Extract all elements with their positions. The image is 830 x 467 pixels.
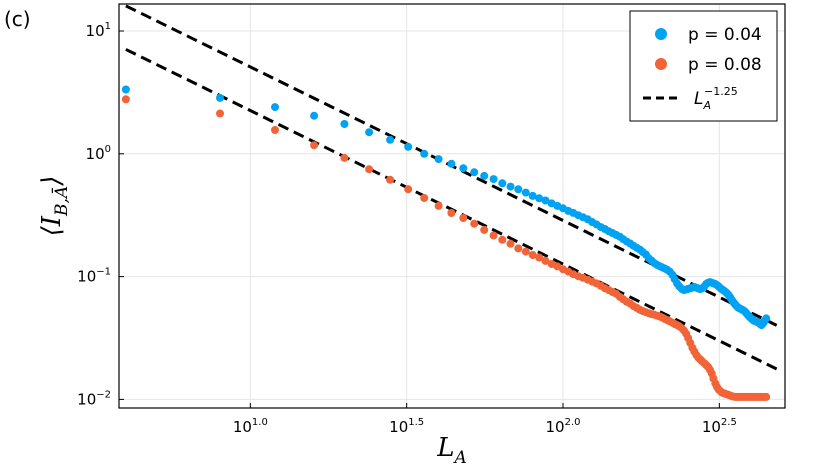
data-point: [365, 128, 374, 137]
y-axis-label: ⟨IB,Ā⟩: [37, 176, 72, 237]
data-point: [514, 244, 523, 253]
x-tick-base: 10: [546, 418, 565, 436]
data-point: [498, 235, 507, 244]
data-point: [528, 191, 537, 200]
x-tick-exponent: 1.0: [252, 417, 268, 428]
data-point: [480, 171, 489, 180]
y-tick-exponent: 0: [105, 144, 111, 155]
legend: p = 0.04 p = 0.08 LA−1.25: [629, 10, 778, 122]
data-point: [762, 392, 771, 401]
x-axis-ticks: 101.0 101.5 102.0 102.5: [233, 403, 737, 436]
x-axis-label: LA: [436, 433, 467, 467]
y-tick-base: 10: [86, 145, 105, 163]
data-point: [521, 247, 530, 256]
data-point: [535, 194, 544, 203]
legend-label: p = 0.04: [688, 25, 762, 45]
data-point: [521, 188, 530, 197]
data-point: [498, 179, 507, 188]
x-tick-base: 10: [702, 418, 721, 436]
y-tick-base: 10: [77, 268, 96, 286]
legend-label-superscript: −1.25: [704, 85, 738, 98]
data-point: [541, 196, 550, 205]
panel-label: (c): [4, 7, 31, 31]
data-point: [271, 103, 279, 112]
data-point: [470, 219, 479, 228]
y-tick-label: 101: [86, 21, 111, 40]
x-tick-base: 10: [233, 418, 252, 436]
x-tick-label: 101.0: [233, 417, 268, 436]
data-point: [541, 256, 550, 265]
y-tick-exponent: −2: [96, 389, 111, 400]
data-point: [434, 155, 443, 164]
data-point: [404, 142, 413, 151]
legend-box: [629, 10, 778, 122]
x-tick-label: 101.5: [389, 417, 424, 436]
series-layer: [121, 85, 771, 401]
data-point: [216, 93, 224, 102]
data-point: [386, 175, 395, 184]
data-point: [310, 111, 319, 120]
data-point: [365, 165, 374, 174]
x-tick-exponent: 2.5: [721, 417, 737, 428]
data-point: [459, 164, 468, 173]
y-tick-base: 10: [86, 22, 105, 40]
x-tick-label: 102.0: [546, 417, 581, 436]
data-point: [310, 141, 319, 150]
data-point: [340, 120, 349, 128]
data-point: [386, 135, 395, 144]
y-tick-label: 10−2: [77, 389, 111, 408]
data-point: [434, 201, 443, 210]
legend-marker: [655, 28, 667, 40]
data-point: [420, 149, 429, 158]
data-point: [216, 109, 224, 118]
data-point: [506, 239, 515, 248]
data-point: [762, 314, 771, 323]
legend-label: p = 0.08: [688, 55, 762, 75]
legend-label-subscript: A: [702, 99, 711, 112]
legend-marker: [655, 58, 667, 70]
x-tick-exponent: 2.0: [565, 417, 581, 428]
data-point: [121, 95, 130, 104]
legend-label: LA−1.25: [694, 85, 738, 112]
y-tick-base: 10: [77, 390, 96, 408]
data-point: [506, 182, 515, 191]
svg-text:⟨IB,Ā⟩: ⟨IB,Ā⟩: [37, 176, 72, 237]
legend-label-base: L: [694, 89, 703, 109]
x-tick-base: 10: [389, 418, 408, 436]
y-tick-exponent: −1: [96, 267, 111, 278]
data-point: [447, 209, 456, 217]
plot-frame: [118, 3, 786, 409]
data-point: [404, 185, 413, 194]
x-tick-exponent: 1.5: [408, 417, 424, 428]
data-point: [535, 253, 544, 262]
data-point: [514, 185, 523, 194]
data-point: [420, 194, 429, 202]
data-point: [271, 126, 279, 134]
data-point: [489, 175, 498, 184]
data-point: [447, 159, 456, 168]
data-point: [470, 168, 479, 177]
y-tick-exponent: 1: [105, 21, 111, 32]
data-point: [459, 214, 468, 222]
series-p-0-04: [121, 85, 771, 330]
y-tick-label: 10−1: [77, 267, 111, 286]
data-point: [121, 85, 130, 94]
data-point: [528, 251, 537, 259]
x-tick-label: 102.5: [702, 417, 737, 436]
data-point: [340, 153, 349, 162]
data-point: [489, 231, 498, 240]
data-point: [480, 225, 489, 234]
y-tick-label: 100: [86, 144, 111, 163]
series-p-0-08: [121, 95, 771, 401]
